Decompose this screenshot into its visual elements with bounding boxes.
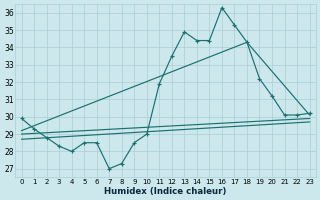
X-axis label: Humidex (Indice chaleur): Humidex (Indice chaleur) <box>104 187 227 196</box>
